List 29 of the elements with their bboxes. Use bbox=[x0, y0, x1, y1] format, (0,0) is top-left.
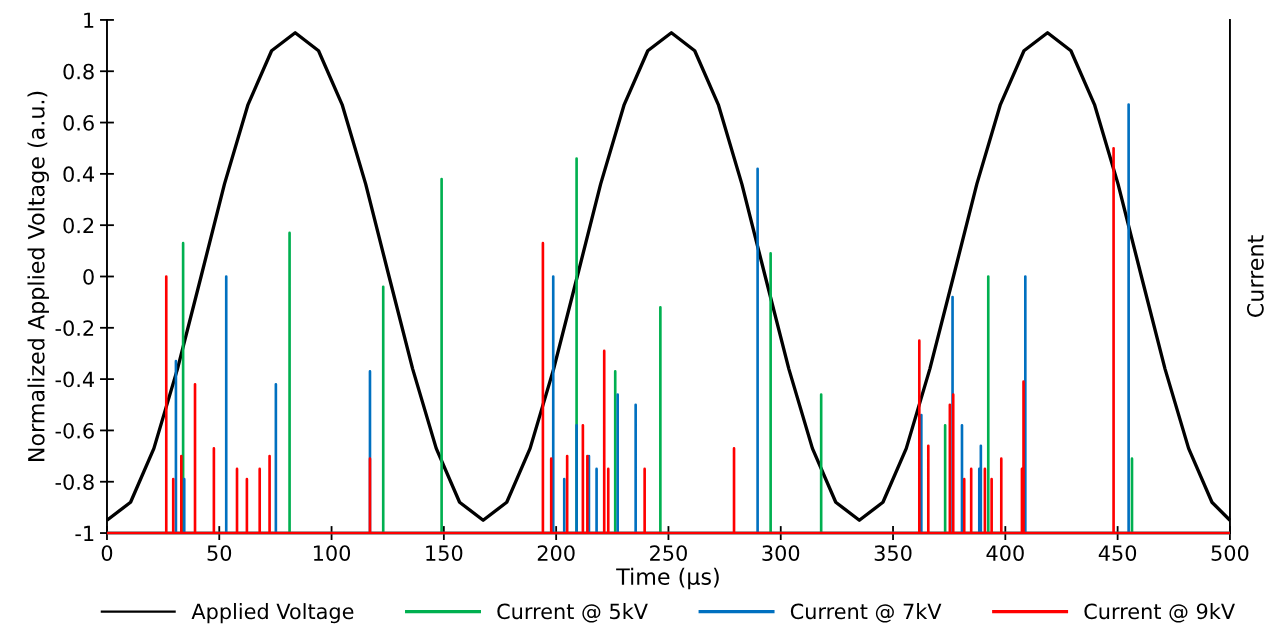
legend-label: Current @ 9kV bbox=[1084, 603, 1235, 623]
x-tick-label: 150 bbox=[426, 545, 463, 561]
x-tick-label: 250 bbox=[650, 545, 687, 561]
legend-label: Current @ 5kV bbox=[497, 603, 648, 623]
y-axis-title: Normalized Applied Voltage (a.u.) bbox=[27, 91, 49, 461]
legend-label: Current @ 7kV bbox=[790, 603, 942, 623]
x-tick-label: 350 bbox=[874, 545, 912, 561]
x-axis-title: Time (µs) bbox=[616, 567, 719, 590]
x-tick-label: 450 bbox=[1098, 545, 1137, 561]
y-tick-label: 1 bbox=[84, 12, 94, 28]
y-tick-label: -0.8 bbox=[55, 474, 94, 490]
y-tick-label: -0.2 bbox=[55, 320, 94, 337]
y-tick-label: 0 bbox=[83, 268, 94, 285]
x-tick-label: 300 bbox=[762, 545, 800, 561]
y-tick-label: -0.4 bbox=[55, 371, 94, 388]
y-tick-label: 0.4 bbox=[63, 166, 94, 183]
x-tick-label: 400 bbox=[986, 545, 1024, 561]
y-tick-label: -0.6 bbox=[55, 422, 94, 439]
y-tick-label: -1 bbox=[75, 525, 94, 541]
x-tick-label: 200 bbox=[537, 545, 575, 561]
legend-label: Applied Voltage bbox=[191, 603, 354, 624]
x-tick-label: 0 bbox=[101, 545, 113, 561]
x-tick-label: 500 bbox=[1211, 545, 1249, 561]
y2-axis-title: Current bbox=[1246, 235, 1264, 317]
x-tick-label: 50 bbox=[207, 545, 232, 561]
y-tick-label: 0.2 bbox=[63, 217, 94, 234]
y-tick-label: 0.8 bbox=[63, 63, 94, 80]
y-tick-label: 0.6 bbox=[63, 115, 94, 131]
x-tick-label: 100 bbox=[313, 545, 351, 561]
